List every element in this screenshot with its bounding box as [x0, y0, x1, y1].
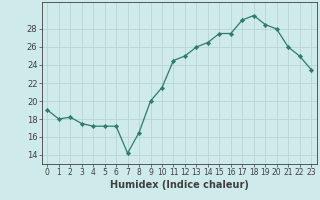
X-axis label: Humidex (Indice chaleur): Humidex (Indice chaleur): [110, 180, 249, 190]
